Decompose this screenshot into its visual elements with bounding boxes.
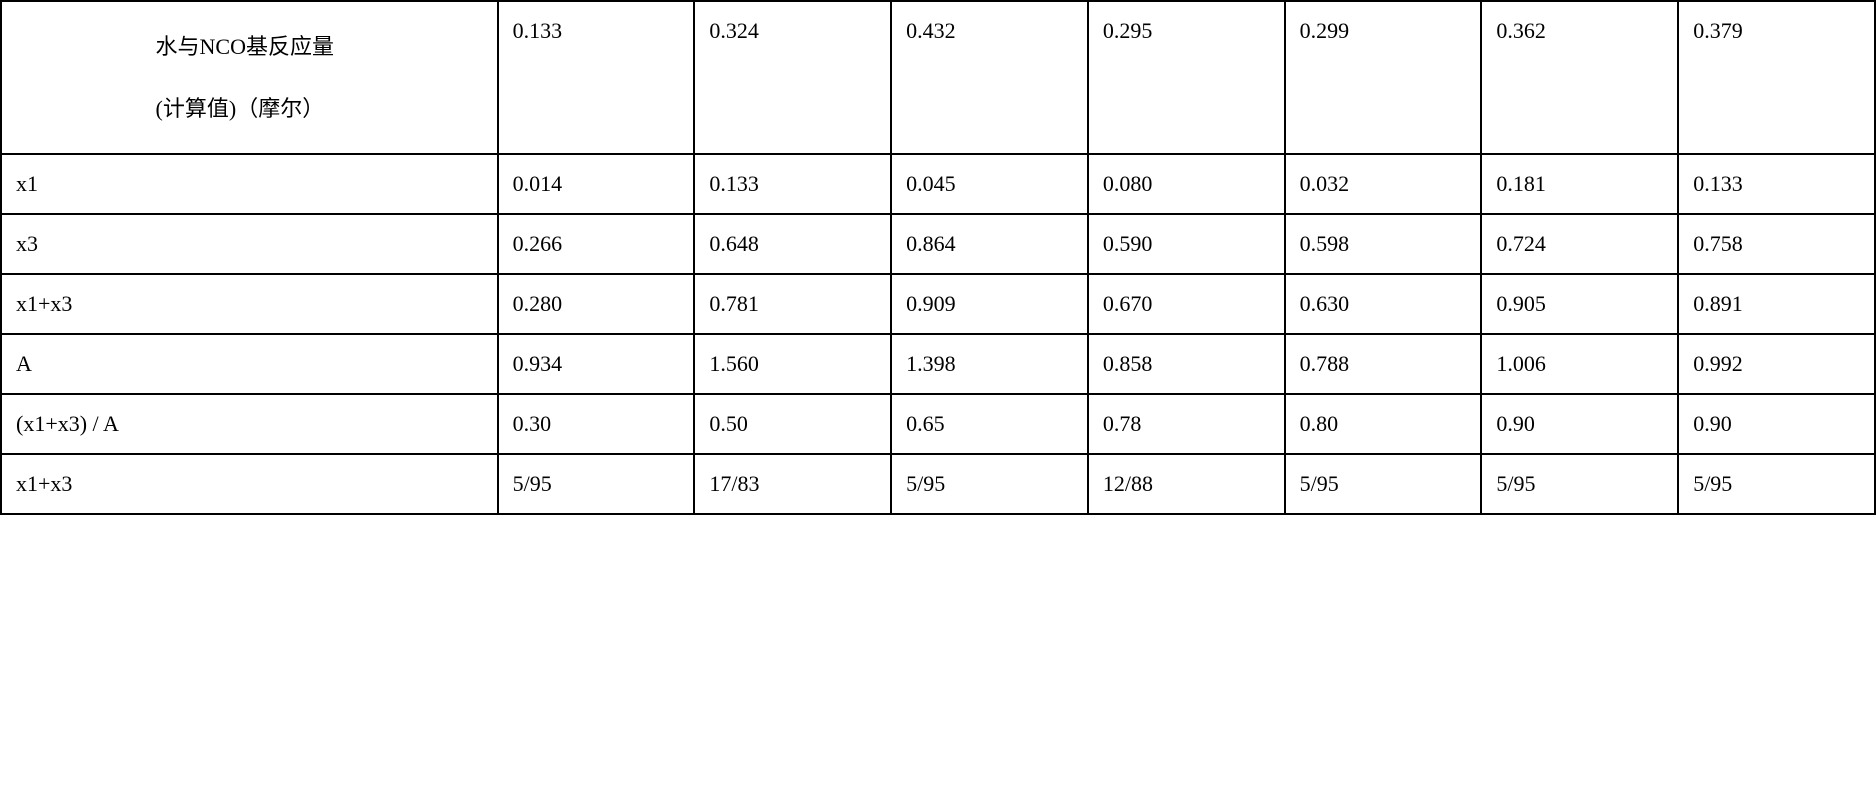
table-cell: 0.280 [498, 274, 695, 334]
table-cell: 0.014 [498, 154, 695, 214]
table-cell: 1.560 [694, 334, 891, 394]
table-cell: 0.864 [891, 214, 1088, 274]
table-cell: 0.90 [1481, 394, 1678, 454]
table-cell: 0.670 [1088, 274, 1285, 334]
row-label: (x1+x3) / A [1, 394, 498, 454]
table-cell: 0.758 [1678, 214, 1875, 274]
data-table: 水与NCO基反应量 (计算值)（摩尔） 0.133 0.324 0.432 0.… [0, 0, 1876, 515]
row-label: A [1, 334, 498, 394]
table-row: x1 0.014 0.133 0.045 0.080 0.032 0.181 0… [1, 154, 1875, 214]
table-body: 水与NCO基反应量 (计算值)（摩尔） 0.133 0.324 0.432 0.… [1, 1, 1875, 514]
table-cell: 0.78 [1088, 394, 1285, 454]
table-cell: 1.006 [1481, 334, 1678, 394]
table-cell: 5/95 [1481, 454, 1678, 514]
table-cell: 5/95 [891, 454, 1088, 514]
row-label-line2: (计算值)（摩尔） [156, 78, 483, 140]
table-cell: 0.724 [1481, 214, 1678, 274]
table-cell: 0.080 [1088, 154, 1285, 214]
row-label: x3 [1, 214, 498, 274]
row-label-empty [1, 1, 142, 154]
table-cell: 0.379 [1678, 1, 1875, 154]
table-cell: 0.299 [1285, 1, 1482, 154]
table-cell: 0.788 [1285, 334, 1482, 394]
table-cell: 0.133 [1678, 154, 1875, 214]
table-cell: 0.133 [498, 1, 695, 154]
table-row: (x1+x3) / A 0.30 0.50 0.65 0.78 0.80 0.9… [1, 394, 1875, 454]
table-cell: 0.295 [1088, 1, 1285, 154]
table-row: A 0.934 1.560 1.398 0.858 0.788 1.006 0.… [1, 334, 1875, 394]
table-cell: 0.630 [1285, 274, 1482, 334]
table-cell: 0.266 [498, 214, 695, 274]
table-cell: 0.934 [498, 334, 695, 394]
table-row: x1+x3 0.280 0.781 0.909 0.670 0.630 0.90… [1, 274, 1875, 334]
table-row: 水与NCO基反应量 (计算值)（摩尔） 0.133 0.324 0.432 0.… [1, 1, 1875, 154]
table-cell: 0.80 [1285, 394, 1482, 454]
table-cell: 0.65 [891, 394, 1088, 454]
table-cell: 17/83 [694, 454, 891, 514]
table-cell: 0.909 [891, 274, 1088, 334]
table-row: x1+x3 5/95 17/83 5/95 12/88 5/95 5/95 5/… [1, 454, 1875, 514]
table-cell: 0.432 [891, 1, 1088, 154]
table-cell: 0.50 [694, 394, 891, 454]
table-cell: 0.30 [498, 394, 695, 454]
table-cell: 0.858 [1088, 334, 1285, 394]
row-label: x1+x3 [1, 274, 498, 334]
table-cell: 0.905 [1481, 274, 1678, 334]
table-cell: 0.598 [1285, 214, 1482, 274]
table-cell: 0.590 [1088, 214, 1285, 274]
table-cell: 1.398 [891, 334, 1088, 394]
table-cell: 0.90 [1678, 394, 1875, 454]
table-cell: 12/88 [1088, 454, 1285, 514]
table-cell: 0.133 [694, 154, 891, 214]
table-cell: 0.648 [694, 214, 891, 274]
table-cell: 0.181 [1481, 154, 1678, 214]
table-cell: 5/95 [498, 454, 695, 514]
table-cell: 0.324 [694, 1, 891, 154]
table-cell: 0.362 [1481, 1, 1678, 154]
row-label: 水与NCO基反应量 (计算值)（摩尔） [142, 1, 498, 154]
table-cell: 0.781 [694, 274, 891, 334]
row-label: x1+x3 [1, 454, 498, 514]
table-cell: 0.045 [891, 154, 1088, 214]
table-cell: 5/95 [1678, 454, 1875, 514]
table-row: x3 0.266 0.648 0.864 0.590 0.598 0.724 0… [1, 214, 1875, 274]
table-cell: 0.992 [1678, 334, 1875, 394]
table-cell: 0.032 [1285, 154, 1482, 214]
table-cell: 5/95 [1285, 454, 1482, 514]
table-cell: 0.891 [1678, 274, 1875, 334]
row-label: x1 [1, 154, 498, 214]
row-label-line1: 水与NCO基反应量 [156, 16, 483, 78]
